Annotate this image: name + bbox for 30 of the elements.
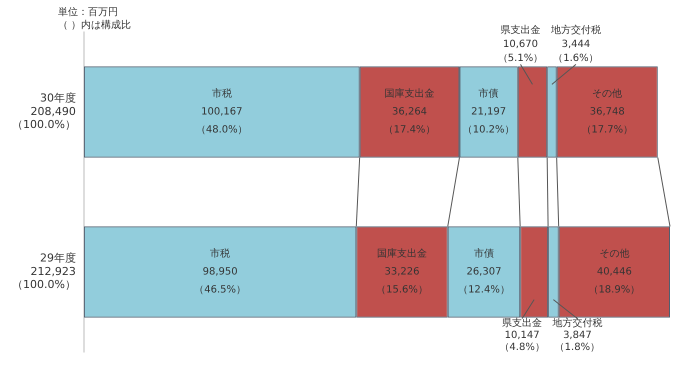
data-label: 21,197 （10.2%） <box>462 106 515 136</box>
series-label: 県支出金 <box>502 317 542 330</box>
text: 県支出金 <box>500 24 540 36</box>
data-label: 3,444 （1.6%） <box>553 38 599 64</box>
text: 市債 <box>474 248 494 260</box>
data-label: 36,264 （17.4%） <box>384 106 436 136</box>
data-label: 33,226 （15.6%） <box>376 266 428 296</box>
text: 国庫支出金 <box>384 88 435 100</box>
series-label: その他 <box>592 88 622 100</box>
data-label: 100,167 （48.0%） <box>196 106 248 136</box>
data-label: 36,748 （17.7%） <box>581 106 634 136</box>
data-label: 98,950 （46.5%） <box>194 266 246 296</box>
y-tick-label: 30年度 <box>40 92 76 105</box>
series-label: 市税 <box>212 88 232 100</box>
text: （ ）内は構成比 <box>58 19 132 32</box>
total-label: 208,490 （100.0%） <box>12 104 76 132</box>
y-tick-label: 29年度 <box>40 252 76 265</box>
data-label: 40,446 （18.9%） <box>588 266 640 296</box>
data-label: 3,847 （1.8%） <box>554 330 600 354</box>
series-label: 市債 <box>478 88 499 100</box>
series-label: 国庫支出金 <box>377 248 428 260</box>
total-label: 212,923 （100.0%） <box>12 264 76 292</box>
text: 地方交付税 <box>550 24 601 36</box>
data-label: 10,670 （5.1%） <box>498 38 544 64</box>
series-label: 地方交付税 <box>551 317 602 330</box>
text: 市税 <box>210 248 230 260</box>
data-label: 10,147 （4.8%） <box>499 330 545 354</box>
text: 単位：百万円 <box>58 6 119 19</box>
text: その他 <box>599 248 630 260</box>
data-label: 26,307 （12.4%） <box>458 266 510 296</box>
